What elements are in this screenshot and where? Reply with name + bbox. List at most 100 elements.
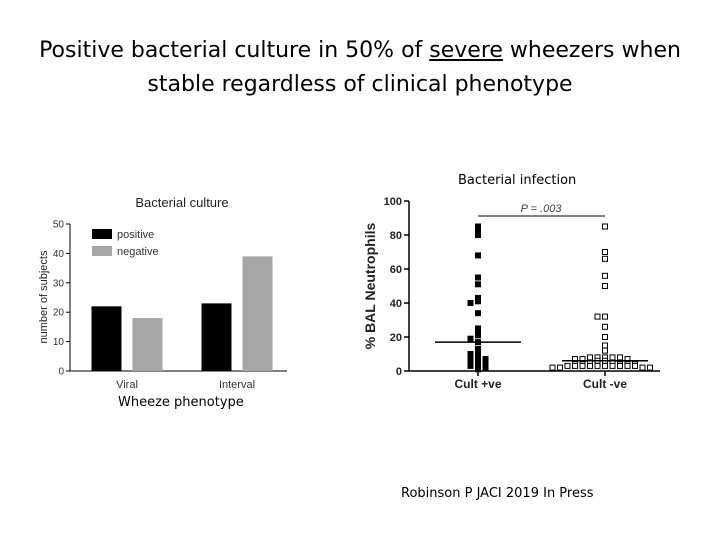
data-point-cult-negative xyxy=(602,362,608,369)
data-point-cult-positive xyxy=(475,310,481,317)
dot-plot-y-tick-label: 100 xyxy=(384,196,402,208)
data-point-cult-positive xyxy=(475,362,481,369)
data-point-cult-positive xyxy=(467,356,474,363)
data-point-cult-negative xyxy=(602,342,608,349)
bar-chart-y-tick-label: 40 xyxy=(53,249,65,260)
bar-chart-y-tick-label: 50 xyxy=(53,220,65,231)
data-point-cult-negative xyxy=(579,362,586,369)
data-point-cult-negative xyxy=(602,283,608,289)
dot-plot-y-tick-label: 80 xyxy=(390,230,402,242)
bar-chart-legend-label-negative: negative xyxy=(117,246,159,258)
data-point-cult-negative xyxy=(572,361,578,368)
dot-plot-y-tick-label: 60 xyxy=(390,264,402,276)
bar-chart-legend-swatch-negative xyxy=(92,246,112,256)
data-point-cult-positive xyxy=(482,361,489,368)
data-point-cult-negative xyxy=(572,356,578,363)
bar-negative-viral xyxy=(132,318,163,371)
bar-chart-category-label: Interval xyxy=(219,379,255,391)
data-point-cult-negative xyxy=(602,249,608,255)
data-point-cult-negative xyxy=(602,255,608,262)
bar-chart-title: Bacterial culture xyxy=(135,195,228,210)
data-point-cult-positive xyxy=(467,359,474,366)
bar-chart-y-axis-label: number of subjects xyxy=(38,250,50,343)
data-point-cult-negative xyxy=(564,362,571,369)
data-point-cult-positive xyxy=(475,330,481,337)
data-point-cult-negative xyxy=(647,364,653,371)
data-point-cult-negative xyxy=(579,356,586,363)
bar-positive-interval xyxy=(201,303,232,371)
bar-negative-interval xyxy=(242,256,273,371)
data-point-cult-negative xyxy=(617,361,623,368)
bar-chart-y-tick-label: 0 xyxy=(58,367,64,378)
citation: Robinson P JACI 2019 In Press xyxy=(401,486,594,501)
data-point-cult-negative xyxy=(572,362,578,369)
bar-positive-viral xyxy=(91,306,122,371)
data-point-cult-positive xyxy=(475,252,481,259)
data-point-cult-negative xyxy=(594,357,601,364)
data-point-cult-positive xyxy=(475,354,481,361)
slide-title-line-2: stable regardless of clinical phenotype xyxy=(147,72,573,97)
data-point-cult-negative xyxy=(617,362,623,369)
data-point-cult-negative xyxy=(602,347,608,354)
slide-title: Positive bacterial culture in 50% of sev… xyxy=(0,34,720,102)
significance-annotation: P = .003 xyxy=(521,203,563,215)
data-point-cult-negative xyxy=(602,323,608,330)
data-point-cult-negative xyxy=(602,357,608,364)
data-point-cult-negative xyxy=(632,361,638,368)
data-point-cult-negative xyxy=(579,361,586,368)
bar-chart-y-tick-label: 20 xyxy=(53,308,65,319)
title-underlined-word: severe xyxy=(429,38,503,63)
data-point-cult-negative xyxy=(587,359,593,366)
data-point-cult-positive xyxy=(475,332,481,339)
dot-plot-y-tick-label: 40 xyxy=(390,298,402,310)
data-point-cult-negative xyxy=(602,272,608,279)
title-text-end: wheezers when xyxy=(502,38,681,63)
data-point-cult-negative xyxy=(549,364,556,371)
title-text-start: Positive bacterial culture in 50% of xyxy=(39,38,430,63)
dot-plot-y-tick-label: 0 xyxy=(396,366,402,378)
data-point-cult-negative xyxy=(602,354,608,361)
data-point-cult-negative xyxy=(587,354,593,361)
data-point-cult-positive xyxy=(475,223,481,230)
left-caption: Wheeze phenotype xyxy=(118,395,244,410)
data-point-cult-positive xyxy=(475,294,481,301)
slide-title-line-1: Positive bacterial culture in 50% of sev… xyxy=(0,34,720,68)
data-point-cult-positive xyxy=(475,357,481,364)
data-point-cult-positive xyxy=(475,228,481,235)
data-point-cult-positive xyxy=(467,351,474,357)
data-point-cult-positive xyxy=(482,364,489,371)
data-point-cult-positive xyxy=(467,362,474,369)
data-point-cult-negative xyxy=(602,313,608,320)
data-point-cult-positive xyxy=(475,345,481,352)
dot-plot-y-tick-label: 20 xyxy=(390,332,402,344)
data-point-cult-positive xyxy=(475,339,481,346)
data-point-cult-negative xyxy=(587,362,593,369)
data-point-cult-negative xyxy=(594,362,601,369)
data-point-cult-positive xyxy=(482,356,489,363)
dot-plot-y-axis-label: % BAL Neutrophils xyxy=(362,223,378,350)
dot-plot-category-label: Cult +ve xyxy=(454,377,501,391)
bar-chart-y-tick-label: 30 xyxy=(53,278,65,289)
data-point-cult-negative xyxy=(632,362,638,369)
data-point-cult-negative xyxy=(624,361,631,368)
bar-chart-legend-swatch-positive xyxy=(92,229,112,239)
data-point-cult-positive xyxy=(475,274,481,281)
dot-plot-category-label: Cult -ve xyxy=(583,377,627,391)
data-point-cult-negative xyxy=(557,364,563,371)
data-point-cult-negative xyxy=(594,313,601,320)
data-point-cult-negative xyxy=(594,354,601,361)
data-point-cult-negative xyxy=(617,354,623,361)
data-point-cult-negative xyxy=(602,334,608,340)
right-caption: Bacterial infection xyxy=(458,173,577,188)
data-point-cult-positive xyxy=(467,300,474,306)
bar-chart-category-label: Viral xyxy=(116,379,138,391)
data-point-cult-negative xyxy=(602,223,608,230)
data-point-cult-positive xyxy=(475,232,481,238)
data-point-cult-positive xyxy=(475,281,481,288)
data-point-cult-positive xyxy=(467,335,474,342)
bar-chart-y-tick-label: 10 xyxy=(53,337,65,348)
data-point-cult-positive xyxy=(475,325,481,332)
data-point-cult-positive xyxy=(475,349,481,356)
data-point-cult-negative xyxy=(609,354,616,361)
data-point-cult-positive xyxy=(475,298,481,305)
